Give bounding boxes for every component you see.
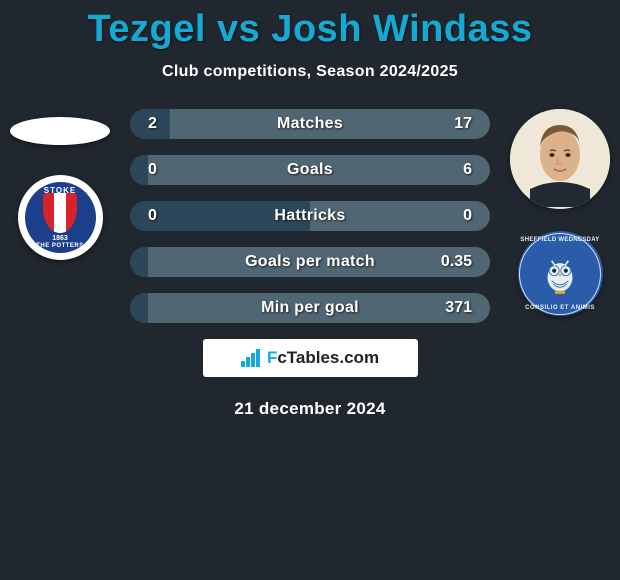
stat-label: Hattricks: [130, 207, 490, 225]
comparison-body: STOKE 1863 THE POTTERS: [0, 109, 620, 419]
stat-right-value: 0.35: [441, 253, 472, 271]
left-player-column: STOKE 1863 THE POTTERS: [10, 109, 110, 260]
stat-right-value: 371: [445, 299, 472, 317]
stats-list: 2Matches170Goals60Hattricks0Goals per ma…: [130, 109, 490, 323]
stat-label: Goals per match: [130, 253, 490, 271]
fctables-prefix: F: [267, 348, 277, 367]
right-club-badge: SHEFFIELD WEDNESDAY CONSILIO ET ANIMIS: [518, 231, 603, 316]
bar-chart-icon: [241, 349, 261, 367]
comparison-date: 21 december 2024: [0, 399, 620, 419]
swfc-badge-top-text: SHEFFIELD WEDNESDAY: [520, 237, 600, 243]
stoke-badge-bottom-text: THE POTTERS: [36, 243, 84, 249]
stoke-shield-icon: [43, 193, 77, 233]
fctables-watermark: FcTables.com: [203, 339, 418, 377]
comparison-title: Tezgel vs Josh Windass: [0, 0, 620, 51]
fctables-label: cTables.com: [277, 348, 379, 367]
stoke-badge-top-text: STOKE: [44, 186, 76, 195]
stat-row: 0Hattricks0: [130, 201, 490, 231]
stat-right-value: 6: [463, 161, 472, 179]
stat-left-value: 0: [148, 207, 157, 225]
left-player-avatar-placeholder: [10, 117, 110, 145]
owl-icon: [535, 249, 585, 299]
left-club-badge: STOKE 1863 THE POTTERS: [18, 175, 103, 260]
stat-label: Goals: [130, 161, 490, 179]
stoke-badge-year: 1863: [52, 235, 68, 242]
right-player-avatar: [510, 109, 610, 209]
player-face-icon: [510, 109, 610, 209]
stat-left-value: 2: [148, 115, 157, 133]
right-player-column: SHEFFIELD WEDNESDAY CONSILIO ET ANIMIS: [510, 109, 610, 316]
swfc-badge-bottom-text: CONSILIO ET ANIMIS: [520, 305, 600, 311]
stat-row: 0Goals6: [130, 155, 490, 185]
stat-row: 2Matches17: [130, 109, 490, 139]
stat-right-value: 0: [463, 207, 472, 225]
stat-right-value: 17: [454, 115, 472, 133]
comparison-subtitle: Club competitions, Season 2024/2025: [0, 63, 620, 81]
stat-row: Goals per match0.35: [130, 247, 490, 277]
stat-row: Min per goal371: [130, 293, 490, 323]
stat-label: Min per goal: [130, 299, 490, 317]
stat-left-value: 0: [148, 161, 157, 179]
stat-label: Matches: [130, 115, 490, 133]
